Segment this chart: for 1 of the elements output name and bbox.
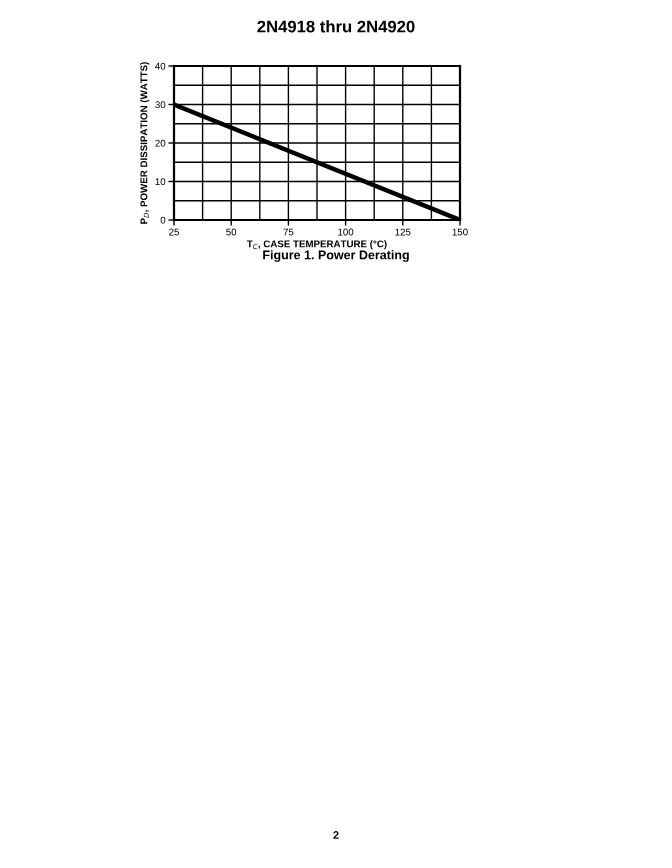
chart-title: 2N4918 thru 2N4920: [257, 20, 415, 33]
